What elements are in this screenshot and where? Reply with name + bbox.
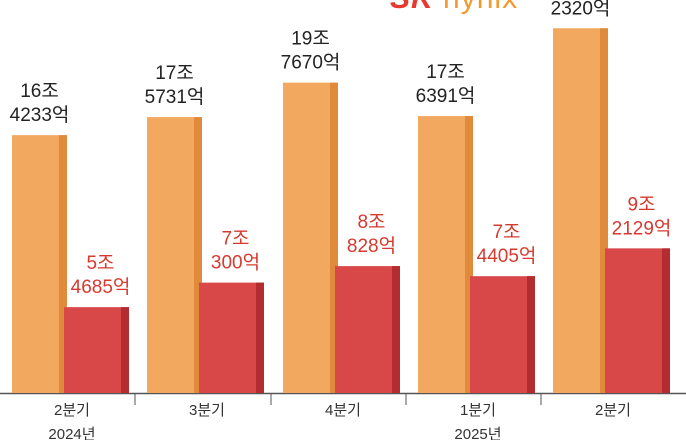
operating-profit-bar-side: [121, 307, 129, 393]
operating-profit-label-eok: 2129억: [612, 217, 672, 239]
revenue-bar-side: [465, 116, 473, 393]
operating-profit-label-jo: 7조: [492, 222, 520, 243]
operating-profit-bar: [470, 276, 535, 393]
operating-profit-label-eok: 300억: [211, 252, 260, 274]
revenue-label-jo: 17조: [155, 63, 194, 84]
operating-profit-bar: [64, 307, 129, 393]
revenue-bar-side: [600, 28, 608, 394]
revenue-bar: [283, 82, 338, 394]
revenue-bar-side: [59, 135, 67, 394]
operating-profit-bar: [199, 282, 264, 393]
brand-logo-hynix: hynix: [443, 0, 518, 15]
revenue-label-eok: 4233억: [10, 104, 70, 126]
x-tick-label: 2분기: [54, 402, 90, 419]
operating-profit-label-eok: 4685억: [71, 276, 131, 298]
revenue-label-eok: 7670억: [281, 52, 341, 74]
revenue-bar: [418, 116, 473, 393]
operating-profit-bar-side: [662, 248, 670, 393]
brand-logo-sk: SK: [390, 0, 434, 15]
revenue-bar-side: [330, 82, 338, 394]
operating-profit-bar-side: [527, 276, 535, 393]
operating-profit-label-jo: 5조: [86, 253, 114, 274]
revenue-bar: [553, 28, 608, 394]
operating-profit-bar-side: [256, 282, 264, 393]
x-tick-label: 3분기: [189, 402, 225, 419]
x-tick-label: 2분기: [595, 402, 631, 419]
revenue-bar: [147, 117, 202, 394]
x-tick-label: 1분기: [460, 402, 496, 419]
revenue-label-jo: 19조: [291, 29, 330, 50]
x-tick-year-label: 2025년: [454, 426, 501, 440]
revenue-bar-side: [194, 117, 202, 394]
operating-profit-bar: [335, 266, 400, 393]
revenue-bar: [12, 135, 67, 394]
operating-profit-bar: [605, 248, 670, 393]
revenue-label-eok: 2320억: [551, 0, 611, 19]
operating-profit-label-jo: 7조: [221, 229, 249, 250]
x-tick-label: 4분기: [325, 402, 361, 419]
x-tick-year-label: 2024년: [48, 426, 95, 440]
revenue-label-eok: 6391억: [416, 85, 476, 107]
revenue-label-eok: 5731억: [145, 86, 205, 108]
brand-logo: SK hynix: [390, 0, 518, 16]
operating-profit-label-eok: 4405억: [477, 245, 537, 267]
operating-profit-bar-side: [392, 266, 400, 393]
operating-profit-label-jo: 9조: [627, 194, 655, 215]
revenue-label-jo: 16조: [20, 81, 59, 102]
operating-profit-label-jo: 8조: [357, 212, 385, 233]
revenue-label-jo: 17조: [426, 62, 465, 83]
operating-profit-label-eok: 828억: [347, 235, 396, 257]
